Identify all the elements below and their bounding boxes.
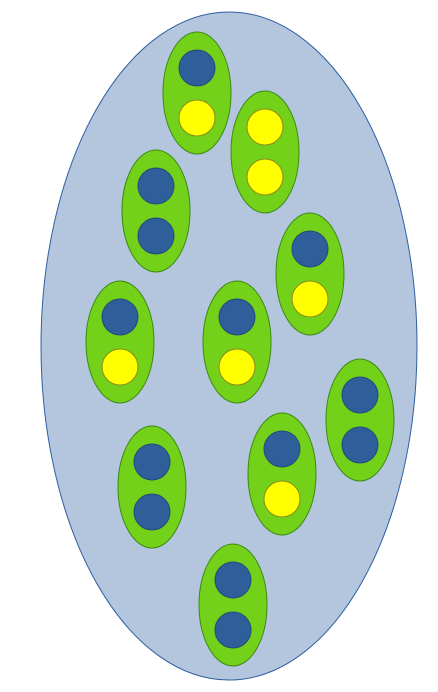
blue-dot	[133, 443, 171, 481]
blue-dot	[137, 167, 175, 205]
blue-dot	[101, 298, 139, 336]
pod	[275, 212, 345, 336]
blue-dot	[218, 298, 256, 336]
blue-dot	[263, 430, 301, 468]
pod	[325, 358, 395, 482]
pod	[198, 543, 268, 667]
pod	[117, 425, 187, 549]
yellow-dot	[291, 280, 329, 318]
blue-dot	[133, 493, 171, 531]
blue-dot	[341, 376, 379, 414]
yellow-dot	[263, 480, 301, 518]
blue-dot	[341, 426, 379, 464]
yellow-dot	[178, 99, 216, 137]
pods-layer	[85, 31, 395, 667]
pod	[247, 412, 317, 536]
pod	[230, 90, 300, 214]
pod	[85, 280, 155, 404]
blue-dot	[214, 561, 252, 599]
blue-dot	[214, 611, 252, 649]
pod	[121, 149, 191, 273]
blue-dot	[291, 230, 329, 268]
yellow-dot	[246, 108, 284, 146]
pod	[202, 280, 272, 404]
yellow-dot	[246, 158, 284, 196]
yellow-dot	[218, 348, 256, 386]
blue-dot	[137, 217, 175, 255]
yellow-dot	[101, 348, 139, 386]
blue-dot	[178, 49, 216, 87]
pod	[162, 31, 232, 155]
